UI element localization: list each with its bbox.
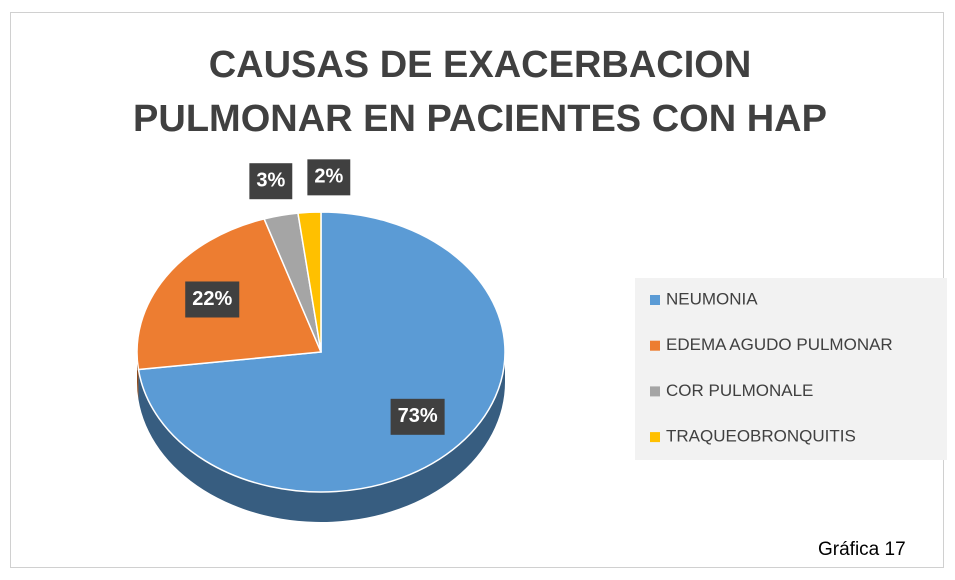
legend-swatch xyxy=(650,386,660,397)
caption: Gráfica 17 xyxy=(818,539,906,560)
legend-swatch xyxy=(650,340,660,351)
data-label-box xyxy=(249,163,293,200)
pie-side xyxy=(138,352,505,523)
legend-label: TRAQUEOBRONQUITIS xyxy=(666,427,856,446)
legend-swatch xyxy=(650,295,660,305)
legend-label: COR PULMONALE xyxy=(666,381,813,400)
legend-swatch xyxy=(650,432,660,443)
data-label: 3% xyxy=(256,169,285,191)
legend-box xyxy=(635,278,947,460)
legend-label: NEUMONIA xyxy=(666,289,758,308)
chart-title: CAUSAS DE EXACERBACION PULMONAR EN PACIE… xyxy=(133,44,827,140)
data-label-box xyxy=(185,281,240,318)
data-label: 2% xyxy=(314,166,343,188)
data-label-box xyxy=(307,159,351,196)
data-label: 22% xyxy=(192,288,232,310)
pie-slice xyxy=(297,211,322,353)
data-label-box xyxy=(390,398,445,435)
data-label: 73% xyxy=(398,405,438,427)
legend-label: EDEMA AGUDO PULMONAR xyxy=(666,335,893,354)
